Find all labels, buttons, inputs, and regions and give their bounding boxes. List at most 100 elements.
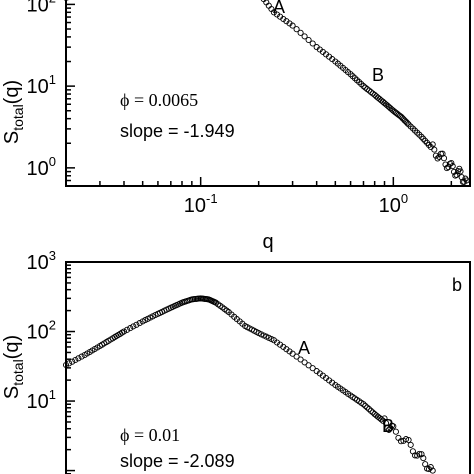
data-point	[362, 84, 369, 91]
marker-a-top: A	[273, 0, 285, 17]
data-point	[409, 125, 416, 132]
data-point	[136, 320, 143, 327]
data-point	[453, 171, 460, 178]
axes-bottom: 101 102 103	[27, 248, 75, 474]
data-point	[305, 36, 312, 44]
chart-panel-bottom: 101 102 103 Stotal(q) b ϕ = 0.01 slope = -…	[1, 248, 471, 474]
data-point	[120, 328, 128, 335]
data-point	[362, 402, 369, 409]
data-point	[301, 359, 308, 366]
data-point	[405, 121, 412, 128]
slope-annotation-top: slope = -1.949	[120, 121, 235, 141]
ylabel-top: Stotal(q)	[1, 80, 26, 144]
data-point	[392, 428, 399, 435]
data-point	[422, 137, 429, 144]
data-point	[351, 75, 358, 82]
y-tick-label: 102	[27, 0, 56, 16]
plot-frame-top	[65, 0, 471, 187]
data-point	[434, 155, 441, 162]
data-point	[385, 426, 392, 433]
marker-b-top: B	[372, 65, 384, 85]
data-point	[366, 406, 373, 413]
data-point	[427, 464, 434, 471]
data-point	[301, 33, 308, 40]
data-point	[411, 452, 419, 459]
data-point	[443, 165, 450, 172]
data-point	[416, 450, 423, 457]
data-point	[309, 40, 316, 47]
data-point	[69, 358, 76, 365]
marker-b-bottom: B	[382, 416, 394, 436]
data-point	[397, 438, 405, 445]
data-point	[374, 94, 381, 101]
data-point	[418, 133, 425, 140]
data-series-top	[63, 0, 470, 185]
data-point	[297, 29, 304, 36]
data-point	[445, 164, 452, 171]
data-point	[404, 120, 411, 127]
data-point	[378, 97, 385, 104]
data-point	[130, 323, 137, 330]
data-point	[440, 155, 448, 162]
data-point	[72, 356, 79, 364]
data-point	[414, 129, 421, 136]
panel-label-b: b	[452, 275, 462, 295]
data-point	[420, 455, 427, 462]
data-point	[367, 407, 374, 414]
data-point	[390, 423, 397, 430]
slope-annotation-bottom: slope = -2.089	[120, 451, 235, 471]
y-tick-label: 101	[27, 72, 56, 98]
data-point	[369, 409, 376, 416]
data-point	[360, 401, 367, 408]
data-point	[431, 146, 438, 153]
data-point	[289, 350, 296, 357]
data-point	[407, 441, 414, 448]
data-point	[293, 353, 300, 360]
data-point	[373, 93, 380, 100]
axes-top: 100 101 102 10-1 100	[27, 0, 453, 217]
data-point	[347, 71, 354, 78]
data-point	[384, 425, 391, 432]
data-point	[356, 79, 363, 86]
data-point	[364, 404, 371, 411]
data-point	[418, 451, 425, 458]
data-point	[457, 168, 464, 175]
data-point	[133, 321, 140, 328]
data-point	[402, 436, 410, 443]
x-tick-label: 100	[379, 191, 408, 217]
phi-annotation-top: ϕ = 0.0065	[120, 90, 198, 110]
y-tick-label: 103	[27, 248, 56, 274]
plot-frame-bottom	[65, 261, 471, 474]
data-point	[376, 95, 383, 103]
data-point	[425, 141, 432, 149]
xlabel-top: q	[262, 231, 273, 253]
data-point	[425, 466, 432, 473]
ylabel-bottom: Stotal(q)	[1, 335, 26, 399]
data-point	[289, 22, 296, 29]
data-point	[78, 353, 85, 360]
y-tick-label: 100	[27, 154, 56, 180]
x-tick-label: 10-1	[184, 191, 218, 217]
y-tick-label: 101	[27, 387, 56, 413]
data-point	[309, 365, 316, 372]
data-point	[75, 355, 82, 362]
data-point	[66, 360, 73, 367]
data-point	[305, 362, 312, 369]
data-point	[429, 141, 436, 148]
data-point	[293, 26, 300, 33]
data-point	[367, 88, 374, 96]
data-point	[360, 83, 367, 90]
data-point	[127, 325, 134, 332]
data-point	[429, 467, 436, 474]
data-point	[366, 87, 373, 94]
data-point	[364, 86, 371, 93]
data-point	[452, 172, 459, 179]
data-point	[124, 326, 131, 333]
data-point	[297, 356, 304, 363]
data-point	[405, 436, 412, 444]
data-point	[448, 159, 455, 167]
phi-annotation-bottom: ϕ = 0.01	[120, 425, 180, 445]
data-point	[449, 163, 456, 170]
